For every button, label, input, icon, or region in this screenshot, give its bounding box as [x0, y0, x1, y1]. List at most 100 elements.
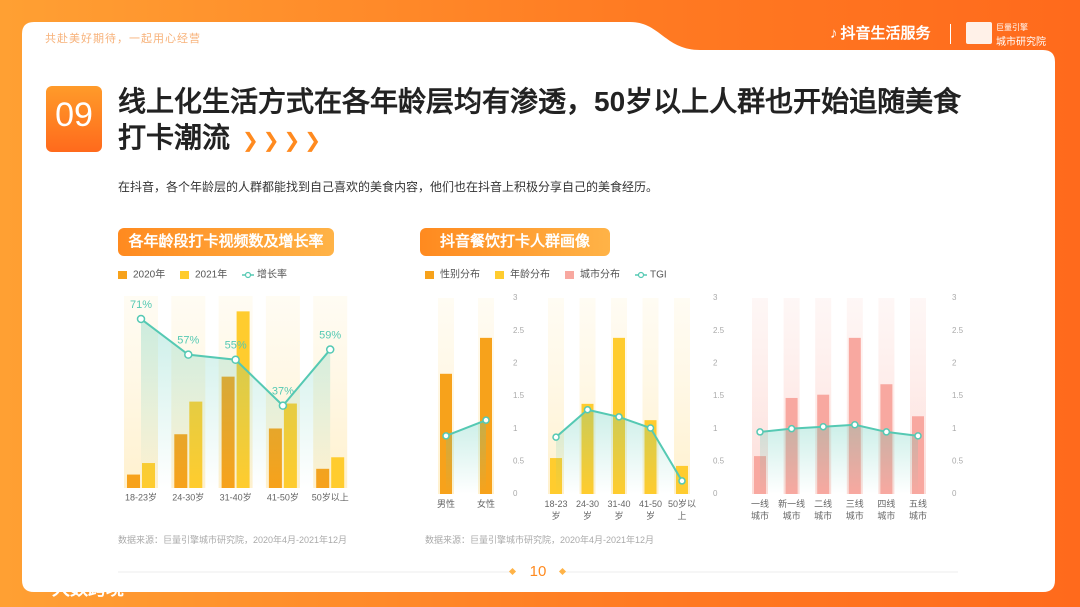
y-tick-label: 2.5: [513, 326, 525, 335]
line-point: [136, 314, 146, 324]
legend-swatch: [118, 271, 127, 279]
line-area: [141, 318, 331, 488]
x-tick-label: 三线城市: [845, 499, 864, 521]
y-tick-label: 1: [513, 424, 518, 433]
y-tick-label: 0.5: [513, 456, 525, 465]
number: 09: [55, 96, 93, 134]
y-tick-label: 0.5: [713, 456, 725, 465]
arrows: ❯❯❯❯: [242, 130, 326, 152]
tgi-point: [482, 416, 490, 424]
y-tick-label: 0: [713, 489, 718, 498]
y-tick-label: 1.5: [713, 391, 725, 400]
legend-marker: [244, 271, 252, 279]
tagline: 共赴美好期待，一起用心经营: [45, 33, 201, 45]
y-tick-label: 2.5: [952, 326, 964, 335]
tgi-point: [442, 432, 450, 440]
x-tick-label: 50岁以上: [312, 491, 349, 502]
x-tick-label: 31-40岁: [607, 499, 631, 521]
watermark: 大数跨境: [52, 579, 124, 599]
x-tick-label: 24-30岁: [575, 499, 600, 521]
tgi-area: [446, 420, 486, 494]
y-tick-label: 2: [952, 358, 957, 367]
page-number: 10: [529, 563, 547, 580]
value-label: 37%: [272, 386, 294, 398]
y-tick-label: 2: [513, 358, 518, 367]
partner-bottom: 城市研究院: [996, 37, 1046, 48]
y-tick-label: 3: [513, 293, 518, 302]
tgi-point: [678, 477, 686, 485]
y-tick-label: 3: [952, 293, 957, 302]
chart-title-pill: [118, 228, 334, 256]
value-label: 57%: [177, 335, 199, 347]
value-label: 71%: [130, 299, 152, 311]
y-tick-label: 1.5: [952, 391, 964, 400]
line-point: [184, 350, 193, 359]
legend-swatch: [565, 271, 574, 279]
y-tick-label: 1: [713, 424, 718, 433]
x-tick-label: 31-40岁: [220, 491, 252, 502]
bar: [331, 457, 345, 488]
x-tick-label: 二线城市: [814, 499, 833, 521]
tgi-point: [756, 428, 764, 436]
chart-title: 抖音餐饮打卡人群画像: [439, 233, 590, 250]
y-tick-label: 3: [713, 293, 718, 302]
partner-top: 巨量引擎: [996, 23, 1028, 32]
y-tick-label: 1: [952, 424, 957, 433]
tgi-point: [787, 424, 796, 433]
chart-title-pill: [420, 228, 610, 256]
footer-diamond: [558, 567, 567, 576]
partner-logo: [966, 22, 992, 44]
y-tick-label: 0: [952, 489, 957, 498]
legend-label: 性别分布: [440, 268, 480, 281]
y-tick-label: 0.5: [952, 456, 964, 465]
source: 数据来源：巨量引擎城市研究院，2020年4月-2021年12月: [425, 535, 655, 545]
x-tick-label: 24-30岁: [172, 491, 204, 502]
legend-label: 城市分布: [580, 268, 620, 281]
legend-label: 年龄分布: [510, 268, 550, 281]
legend-label: 2021年: [195, 268, 227, 281]
y-tick-label: 2.5: [713, 326, 725, 335]
y-tick-label: 1.5: [513, 391, 525, 400]
legend-swatch: [180, 271, 189, 279]
x-tick-label: 男性: [436, 499, 455, 509]
tgi-area: [760, 424, 918, 494]
x-tick-label: 女性: [476, 499, 495, 509]
x-tick-label: 一线城市: [750, 499, 769, 521]
legend-swatch: [495, 271, 504, 279]
line-point: [325, 345, 335, 354]
legend-label: TGI: [650, 270, 667, 281]
footer-diamond: [508, 567, 517, 576]
column-band: [674, 298, 690, 494]
x-tick-label: 四线城市: [877, 499, 896, 521]
brand: ♪ 抖音生活服务: [830, 25, 931, 42]
title: 线上化生活方式在各年龄层均有渗透，50岁以上人群也开始追随美食打卡潮流 ❯❯❯❯: [118, 84, 963, 159]
x-tick-label: 五线城市: [908, 499, 927, 521]
x-tick-label: 41-50岁: [638, 499, 663, 521]
tgi-point: [882, 428, 891, 436]
line-point: [231, 355, 240, 364]
brand-name: 抖音生活服务: [840, 25, 931, 42]
number-badge: [46, 86, 102, 152]
bar: [127, 474, 140, 488]
tgi-point: [552, 433, 560, 441]
tgi-point: [646, 424, 655, 432]
value-label: 55%: [225, 340, 247, 352]
legend-label: 2020年: [133, 268, 165, 281]
subtitle: 在抖音，各个年龄层的人群都能找到自己喜欢的美食内容，他们也在抖音上积极分享自己的…: [118, 180, 659, 194]
x-tick-label: 41-50岁: [267, 491, 299, 502]
tgi-point: [615, 413, 623, 421]
tgi-point: [914, 432, 922, 440]
tgi-point: [819, 422, 827, 431]
tgi-point: [851, 420, 859, 429]
line-point: [278, 401, 288, 410]
legend-label: 增长率: [257, 268, 287, 281]
tgi-point: [583, 405, 592, 414]
tgi-line: [759, 423, 919, 437]
tgi-line: [445, 419, 487, 437]
y-tick-label: 2: [713, 358, 718, 367]
legend-swatch: [425, 271, 434, 279]
value-label: 59%: [319, 329, 341, 341]
source: 数据来源：巨量引擎城市研究院，2020年4月-2021年12月: [118, 535, 348, 545]
